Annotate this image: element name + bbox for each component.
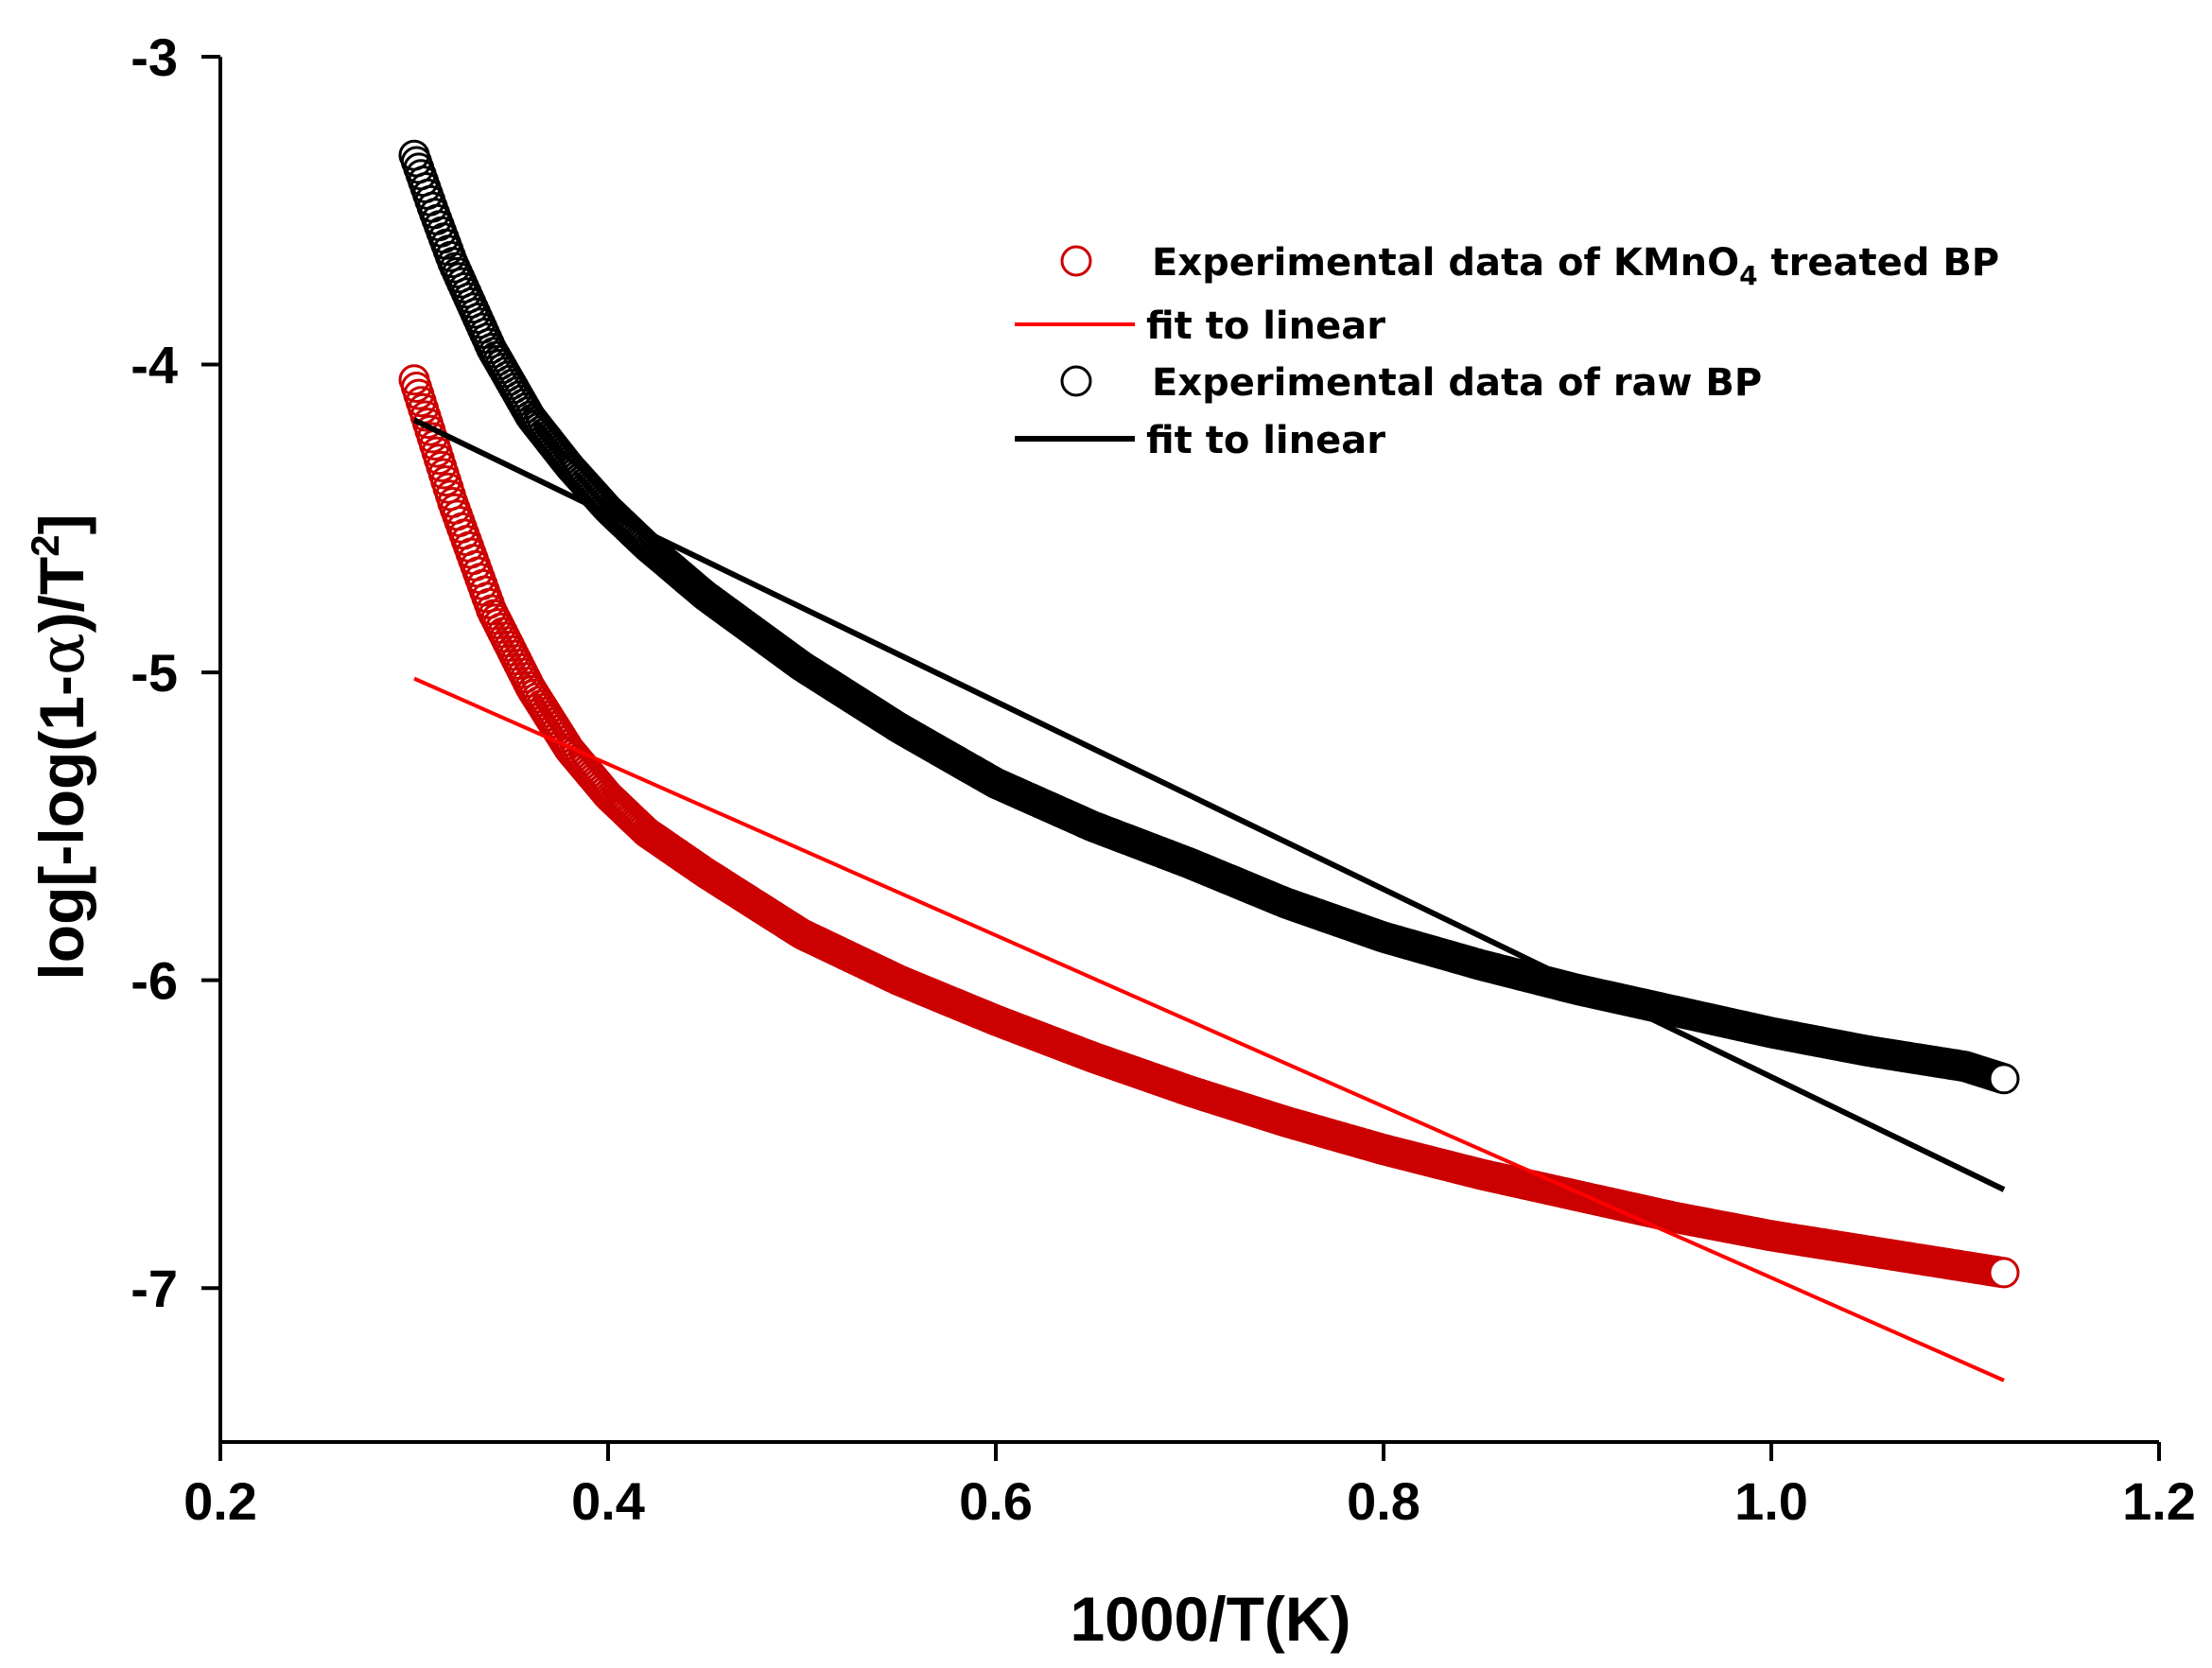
kmno4_data-series [398,364,2020,1289]
y-tick-label: -3 [131,27,178,87]
x-tick-label: 0.8 [1347,1471,1420,1531]
kmno4_data-point [1988,1257,2020,1289]
legend-item: Experimental data of KMnO4 treated BP [1060,241,1999,291]
legend-item: Experimental data of raw BP [1060,361,1762,405]
x-tick-label: 0.4 [571,1471,645,1531]
axes [218,57,2159,1444]
x-tick-label: 1.0 [1734,1471,1808,1531]
y-tick-label: -4 [131,336,178,395]
y-axis-title: log[-log(1-α)/T2] [23,513,98,980]
legend-label: Experimental data of raw BP [1152,361,1762,405]
y-tick-label: -6 [131,951,178,1011]
legend-label: fit to linear [1146,304,1385,348]
legend-circle-marker [1060,245,1092,277]
x-tick-label: 0.2 [183,1471,257,1531]
x-tick-label: 0.6 [959,1471,1033,1531]
legend-item: fit to linear [1015,419,1385,462]
raw_fit-line [412,417,2006,1192]
plot-series [398,139,2020,1382]
legend-label: fit to linear [1146,419,1385,462]
legend-label: Experimental data of KMnO4 treated BP [1152,241,1999,291]
ticks: 0.2 0.4 0.6 0.8 1.0 1.2 -3 -4 -5 -6 -7 [131,27,2196,1531]
x-tick-label: 1.2 [2122,1471,2196,1531]
y-tick-label: -5 [131,643,178,703]
legend-circle-marker [1060,365,1092,397]
x-axis-title: 1000/T(K) [1070,1584,1350,1654]
raw_data-point [1988,1063,2020,1095]
legend-item: fit to linear [1015,304,1385,348]
y-tick-label: -7 [131,1259,178,1318]
kmno4_fit-line [413,676,2005,1382]
legend: Experimental data of KMnO4 treated BP fit… [1015,241,1999,462]
